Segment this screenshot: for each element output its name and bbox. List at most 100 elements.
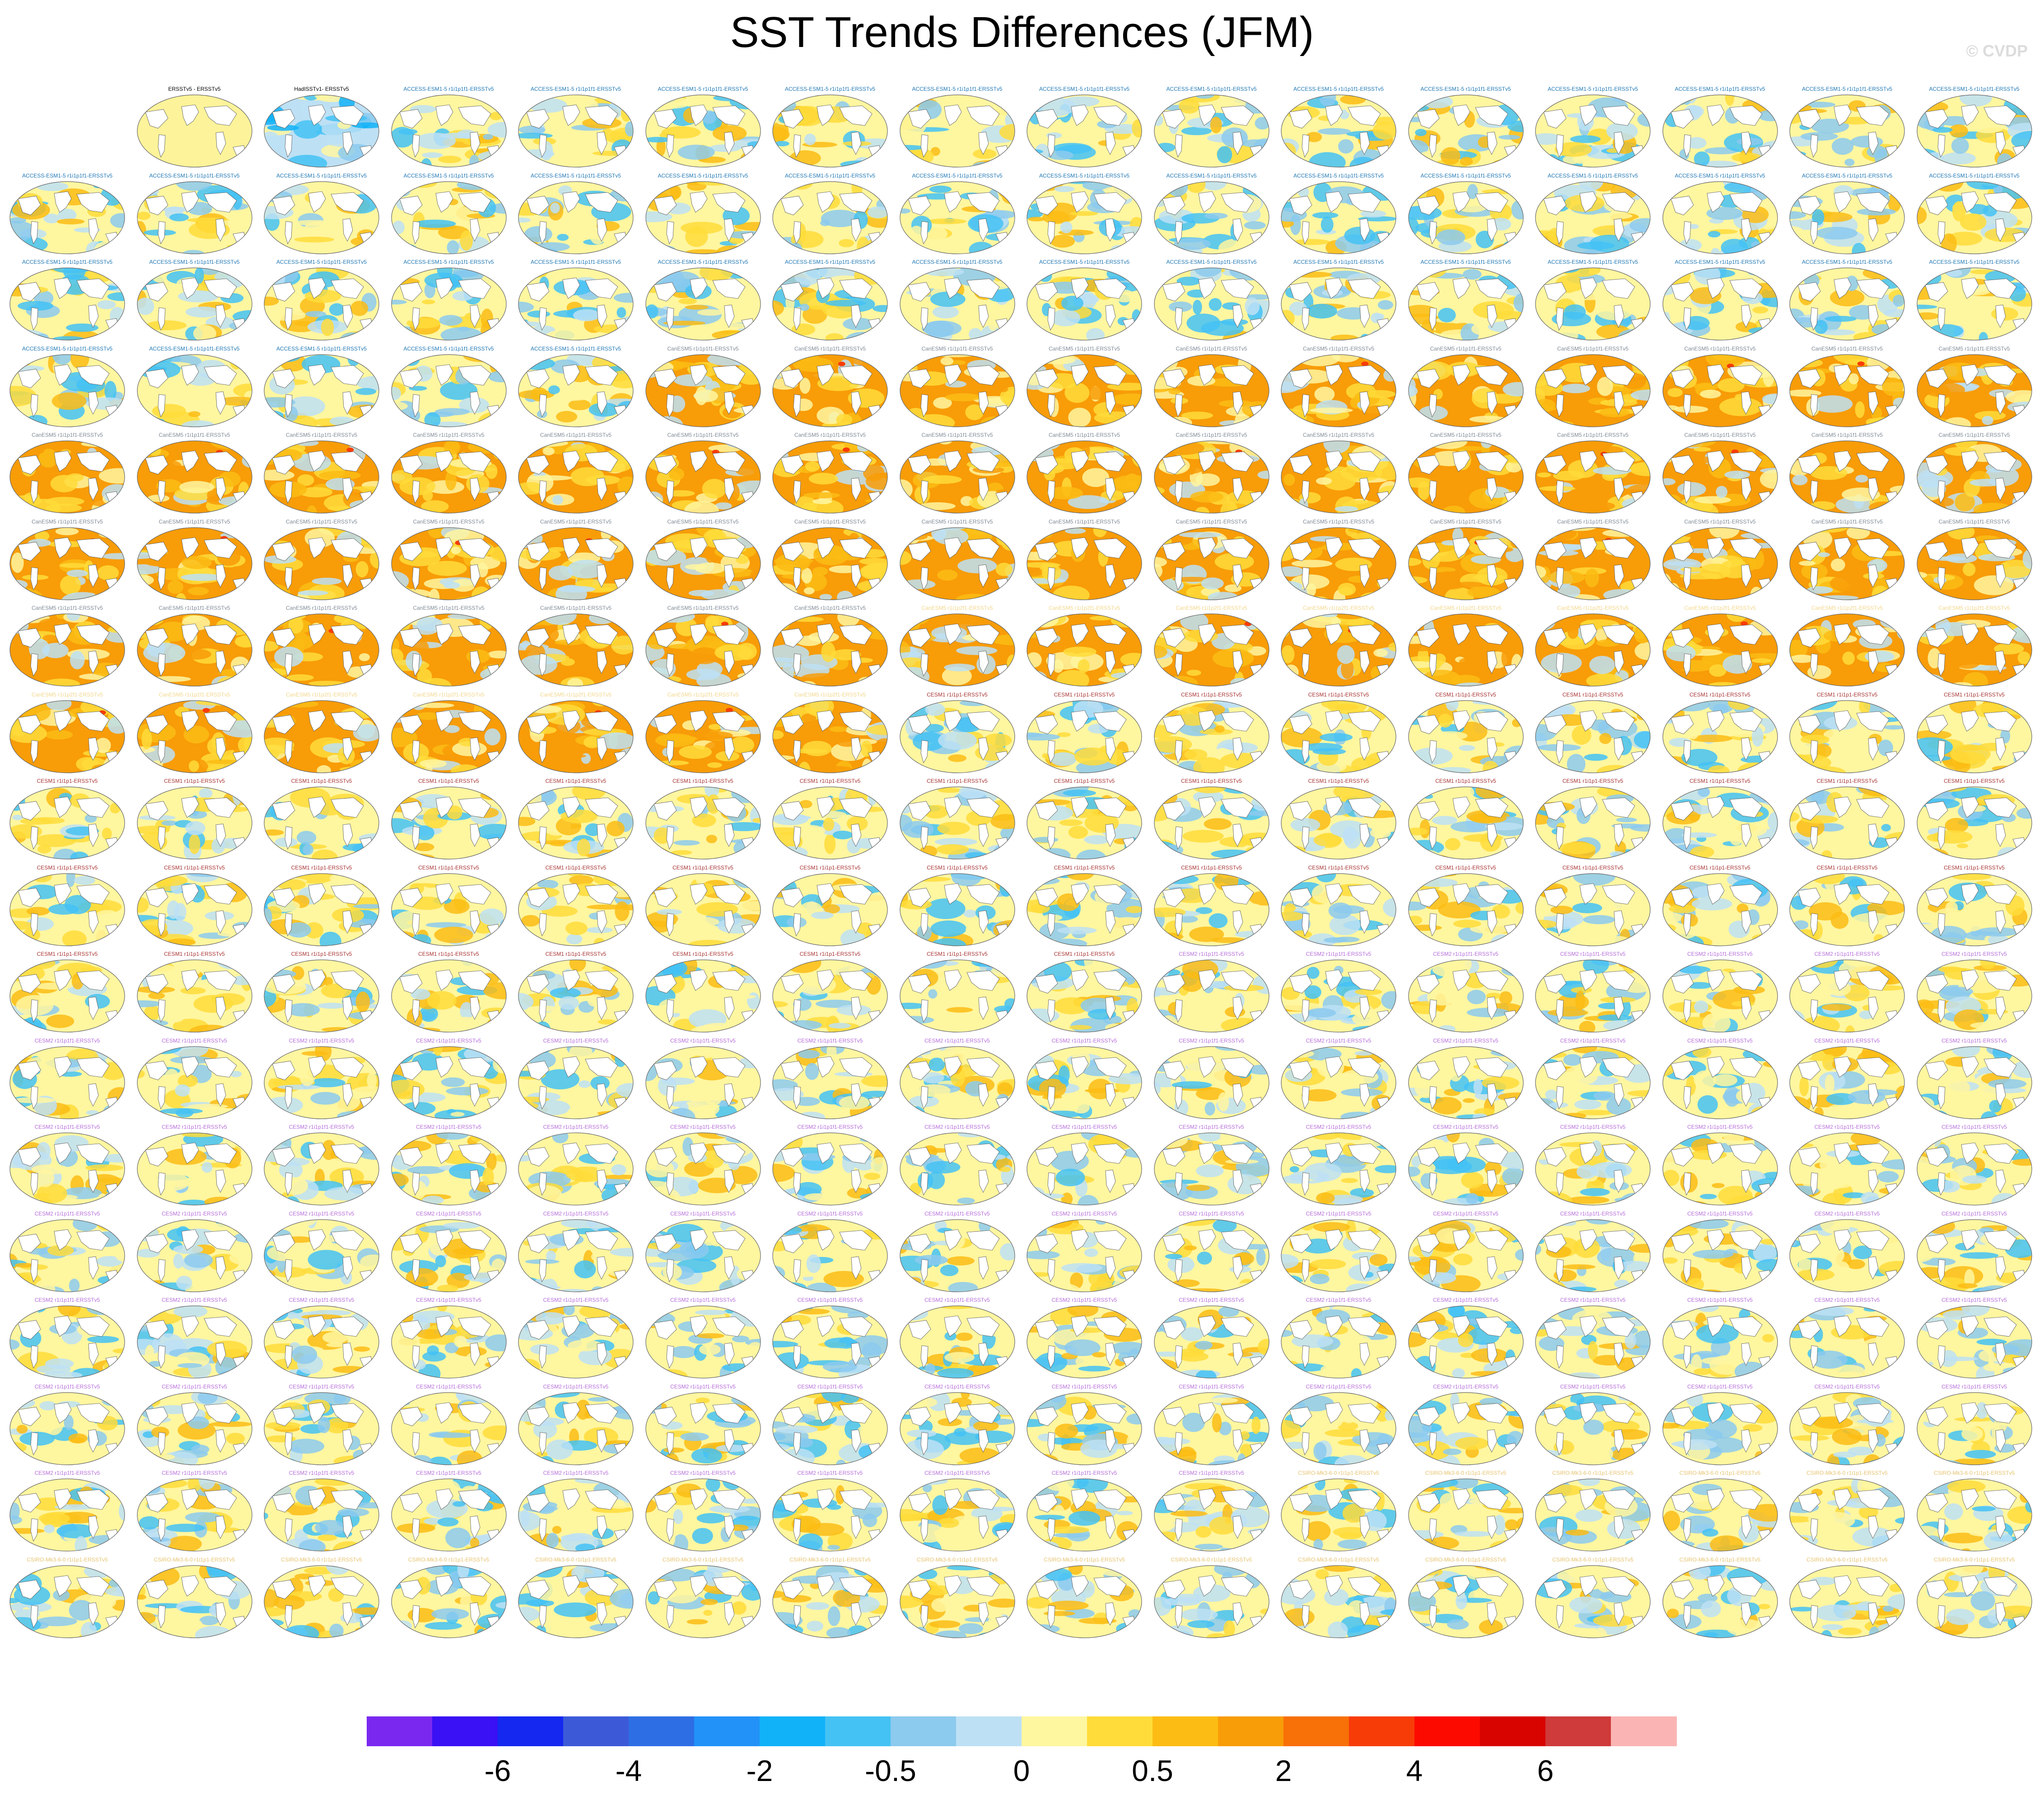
sst-map [899,354,1015,427]
panel-label: CESM1 r1i1p1-ERSSTv5 [1944,691,2005,698]
panel-label: ACCESS-ESM1-5 r1i1p1f1-ERSSTv5 [530,172,621,179]
sst-map [264,527,379,600]
sst-map [9,440,125,514]
panel-label: ACCESS-ESM1-5 r1i1p1f1-ERSSTv5 [1675,172,1765,179]
map-panel: CESM2 r1i1p1f1-ERSSTv5 [1786,950,1908,1036]
map-panel: CanESM5 r1i1p1f1-ERSSTv5 [769,518,891,603]
map-panel: CESM2 r1i1p1f1-ERSSTv5 [1786,1210,1908,1295]
colorbar-swatch [1611,1716,1677,1746]
sst-map [1789,786,1905,860]
sst-map [1281,354,1396,427]
sst-map [391,1132,507,1206]
map-panel: CanESM5 r1i1p1f1-ERSSTv5 [6,518,128,603]
panel-label: ACCESS-ESM1-5 r1i1p1f1-ERSSTv5 [403,345,494,352]
sst-map [1789,1046,1905,1119]
sst-map [518,700,634,773]
panel-label: ACCESS-ESM1-5 r1i1p1f1-ERSSTv5 [784,86,876,92]
panel-label: CESM1 r1i1p1-ERSSTv5 [1944,864,2005,871]
panel-label: CESM2 r1i1p1f1-ERSSTv5 [1051,1037,1117,1044]
sst-map [899,181,1015,254]
map-panel: CESM2 r1i1p1f1-ERSSTv5 [134,1383,256,1468]
colorbar-swatch [891,1716,957,1746]
map-panel: CESM2 r1i1p1f1-ERSSTv5 [388,1469,510,1555]
sst-map [1535,613,1651,687]
sst-map [1281,94,1396,168]
panel-label: CanESM5 r1i1p1f1-ERSSTv5 [667,518,739,525]
sst-map [1153,959,1269,1033]
panel-label: CESM2 r1i1p1f1-ERSSTv5 [1941,951,2007,957]
panel-label: CanESM5 r1i1p1f1-ERSSTv5 [413,518,485,525]
sst-map [1662,959,1778,1033]
panel-label: CESM2 r1i1p1f1-ERSSTv5 [1814,1037,1880,1044]
panel-label: CESM2 r1i1p1f1-ERSSTv5 [1941,1210,2007,1217]
map-panel: CanESM5 r1i1p1f1-ERSSTv5 [388,431,510,517]
map-panel: CESM2 r1i1p1f1-ERSSTv5 [896,1469,1018,1555]
panel-label: ACCESS-ESM1-5 r1i1p1f1-ERSSTv5 [22,259,113,265]
panel-label: CSIRO-Mk3-6-0 r1i1p1-ERSSTv5 [662,1556,744,1563]
colorbar-tick-label: -2 [746,1754,773,1787]
panel-label: CESM2 r1i1p1f1-ERSSTv5 [1687,1210,1753,1217]
sst-map [1408,1132,1524,1206]
panel-label: CESM2 r1i1p1f1-ERSSTv5 [924,1124,990,1130]
sst-map [772,181,888,254]
panel-label: CanESM5 r1i1p1f1-ERSSTv5 [540,605,612,611]
map-panel: CESM1 r1i1p1-ERSSTv5 [1913,864,2035,949]
panel-label: CanESM5 r1i1p2f1-ERSSTv5 [159,691,230,698]
panel-label: CESM2 r1i1p1f1-ERSSTv5 [1941,1124,2007,1130]
sst-map [9,700,125,773]
map-panel: CanESM5 r1i1p1f1-ERSSTv5 [388,604,510,690]
map-panel: CanESM5 r1i1p2f1-ERSSTv5 [388,691,510,776]
sst-map [391,1565,507,1638]
sst-map [645,1565,761,1638]
sst-map [1027,1305,1142,1379]
panel-label: CanESM5 r1i1p1f1-ERSSTv5 [285,432,358,438]
map-panel: CESM1 r1i1p1-ERSSTv5 [896,864,1018,949]
sst-map [391,1478,507,1552]
sst-map [391,440,507,514]
map-panel: CSIRO-Mk3-6-0 r1i1p1-ERSSTv5 [1532,1469,1654,1555]
sst-map [1789,959,1905,1033]
map-panel: CESM2 r1i1p1f1-ERSSTv5 [1532,1210,1654,1295]
map-panel: CSIRO-Mk3-6-0 r1i1p1-ERSSTv5 [1659,1469,1781,1555]
map-panel: CanESM5 r1i1p1f1-ERSSTv5 [1913,431,2035,517]
sst-map [1408,1305,1524,1379]
map-panel: CESM2 r1i1p1f1-ERSSTv5 [642,1123,764,1209]
map-panel: CESM2 r1i1p1f1-ERSSTv5 [6,1037,128,1122]
sst-map [9,1305,125,1379]
map-panel: CESM2 r1i1p1f1-ERSSTv5 [134,1037,256,1122]
panel-label: ACCESS-ESM1-5 r1i1p1f1-ERSSTv5 [22,345,113,352]
map-panel: CESM1 r1i1p1-ERSSTv5 [1023,691,1145,776]
panel-label: CanESM5 r1i1p1f1-ERSSTv5 [1938,432,2010,438]
sst-map [136,94,252,168]
sst-map [1789,1132,1905,1206]
map-panel: CESM2 r1i1p1f1-ERSSTv5 [388,1123,510,1209]
panel-label: ACCESS-ESM1-5 r1i1p1f1-ERSSTv5 [403,86,494,92]
panel-label: CESM1 r1i1p1-ERSSTv5 [1562,691,1624,698]
sst-map [1153,181,1269,254]
panel-label: CESM1 r1i1p1-ERSSTv5 [1689,691,1750,698]
sst-map [9,613,125,687]
map-panel: ACCESS-ESM1-5 r1i1p1f1-ERSSTv5 [769,258,891,344]
panel-label: CESM2 r1i1p1f1-ERSSTv5 [543,1210,609,1217]
panel-label: ACCESS-ESM1-5 r1i1p1f1-ERSSTv5 [658,172,748,179]
map-panel: CESM2 r1i1p1f1-ERSSTv5 [1786,1123,1908,1209]
panel-label: CESM2 r1i1p1f1-ERSSTv5 [1051,1297,1117,1303]
sst-map [645,1392,761,1465]
panel-label: CSIRO-Mk3-6-0 r1i1p1-ERSSTv5 [1806,1556,1888,1563]
panel-label: CESM2 r1i1p1f1-ERSSTv5 [797,1124,863,1130]
map-panel: CESM2 r1i1p1f1-ERSSTv5 [388,1037,510,1122]
colorbar [367,1716,1677,1746]
sst-map [645,613,761,687]
sst-map [1916,1219,2032,1292]
map-panel: CSIRO-Mk3-6-0 r1i1p1-ERSSTv5 [1786,1556,1908,1641]
map-panel: CESM2 r1i1p1f1-ERSSTv5 [1405,1037,1527,1122]
map-panel: CanESM5 r1i1p1f1-ERSSTv5 [1278,518,1400,603]
map-panel: CESM2 r1i1p1f1-ERSSTv5 [515,1210,637,1295]
map-panel: CESM2 r1i1p1f1-ERSSTv5 [515,1383,637,1468]
sst-map [1662,700,1778,773]
map-panel: CanESM5 r1i1p1f1-ERSSTv5 [261,518,383,603]
panel-label: CESM2 r1i1p1f1-ERSSTv5 [1179,1470,1244,1476]
sst-map [1662,613,1778,687]
map-panel: CESM2 r1i1p1f1-ERSSTv5 [1278,1296,1400,1382]
panel-label: CESM1 r1i1p1-ERSSTv5 [545,778,607,784]
